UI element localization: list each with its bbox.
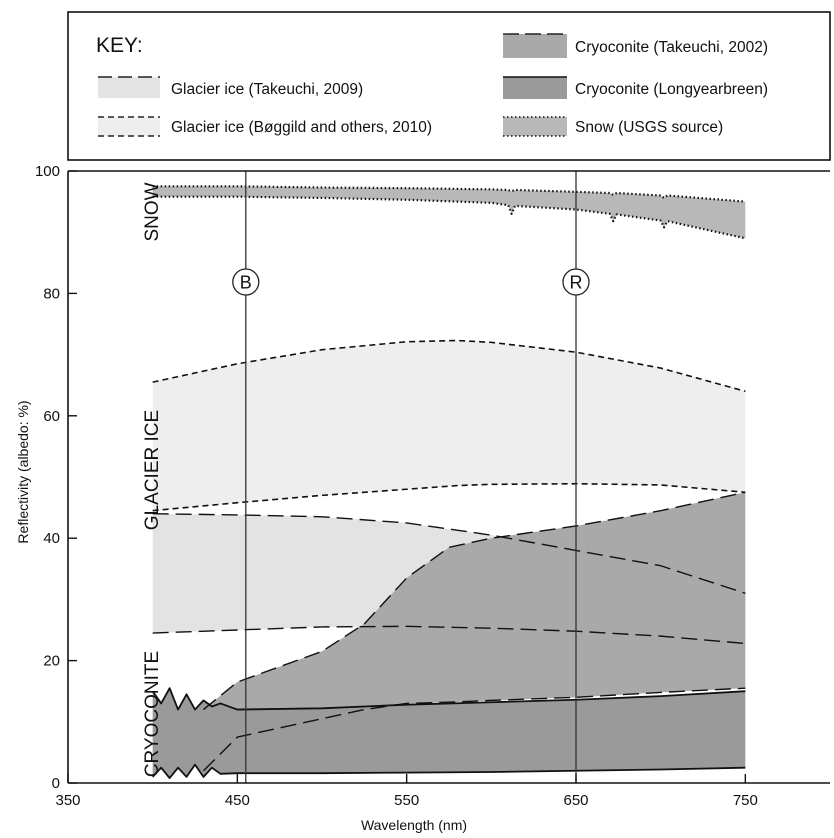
key-entry-cryoconite-takeuchi-2002: Cryoconite (Takeuchi, 2002): [503, 33, 768, 58]
key-entry-glacier-ice-boggild-2010: Glacier ice (Bøggild and others, 2010): [98, 116, 432, 137]
vertical-markers: B R: [232, 171, 590, 783]
x-tick-label: 450: [225, 792, 250, 809]
line-upper-snow-usgs-source: [152, 185, 746, 203]
key-swatch-snow-usgs: [503, 117, 567, 136]
x-axis-title: Wavelength (nm): [361, 817, 467, 833]
x-tick-label: 550: [394, 792, 419, 809]
y-tick-label: 60: [43, 408, 60, 425]
area-cryoconite-longyearbreen: [152, 688, 746, 779]
line-lower-cryoconite-takeuchi-2002: [202, 687, 746, 772]
y-tick-label: 40: [43, 530, 60, 547]
marker-b: B: [232, 171, 260, 783]
y-tick-label: 0: [52, 775, 60, 792]
key-swatch-cryoconite-longyearbreen: [503, 77, 567, 99]
x-tick-label: 650: [563, 792, 588, 809]
band-label-cryoconite: CRYOCONITE: [142, 651, 163, 777]
key-title: KEY:: [96, 34, 143, 57]
series-edges: [151, 185, 746, 780]
line-lower-snow-usgs-source: [152, 195, 746, 240]
key-swatch-glacier-ice-boggild-2010: [98, 117, 160, 136]
marker-r: R: [562, 171, 590, 783]
key-entry-snow-usgs: Snow (USGS source): [503, 116, 723, 137]
key-label-cryoconite-takeuchi-2002: Cryoconite (Takeuchi, 2002): [575, 39, 768, 56]
line-upper-glacier-ice-b-ggild-and-others-2010: [152, 339, 746, 393]
band-label-snow: SNOW: [142, 182, 163, 241]
area-glacier-ice-b-ggild-and-others-2010: [152, 340, 746, 511]
key-box: KEY: Glacier ice (Takeuchi, 2009) Glacie…: [67, 11, 831, 161]
key-swatch-cryoconite-takeuchi-2002: [503, 34, 567, 58]
marker-r-label: R: [570, 273, 583, 293]
area-cryoconite-takeuchi-2002: [203, 492, 746, 771]
x-tick-label: 750: [733, 792, 758, 809]
key-swatch-glacier-ice-takeuchi-2009: [98, 77, 160, 98]
y-tick-label: 20: [43, 653, 60, 670]
key-entry-glacier-ice-takeuchi-2009: Glacier ice (Takeuchi, 2009): [98, 76, 363, 98]
y-axis-title: Reflectivity (albedo: %): [15, 400, 31, 543]
line-lower-glacier-ice-takeuchi-2009: [152, 625, 746, 645]
key-label-snow-usgs: Snow (USGS source): [575, 119, 723, 136]
area-snow-usgs-source: [152, 186, 746, 239]
key-entry-cryoconite-longyearbreen: Cryoconite (Longyearbreen): [503, 76, 768, 99]
band-label-glacier-ice: GLACIER ICE: [142, 410, 163, 530]
line-lower-cryoconite-longyearbreen: [152, 763, 746, 780]
key-frame: [67, 11, 831, 161]
line-upper-glacier-ice-takeuchi-2009: [152, 513, 746, 594]
key-label-cryoconite-longyearbreen: Cryoconite (Longyearbreen): [575, 81, 768, 98]
key-label-glacier-ice-boggild-2010: Glacier ice (Bøggild and others, 2010): [171, 119, 432, 136]
plot-area: B R 0 20 40 60 80 100 350 450 550 650 750: [35, 163, 830, 809]
axes: 0 20 40 60 80 100 350 450 550 650 750: [35, 163, 830, 809]
marker-b-label: B: [240, 273, 252, 293]
line-lower-glacier-ice-b-ggild-and-others-2010: [152, 482, 746, 512]
line-upper-cryoconite-takeuchi-2002: [203, 491, 746, 711]
y-tick-label: 80: [43, 285, 60, 302]
marker-b-circle: [232, 268, 260, 296]
x-tick-label: 350: [55, 792, 80, 809]
line-upper-cryoconite-longyearbreen: [151, 687, 746, 711]
series-areas: [152, 186, 746, 779]
y-tick-label: 100: [35, 163, 60, 180]
marker-r-circle: [562, 268, 590, 296]
key-label-glacier-ice-takeuchi-2009: Glacier ice (Takeuchi, 2009): [171, 81, 363, 98]
